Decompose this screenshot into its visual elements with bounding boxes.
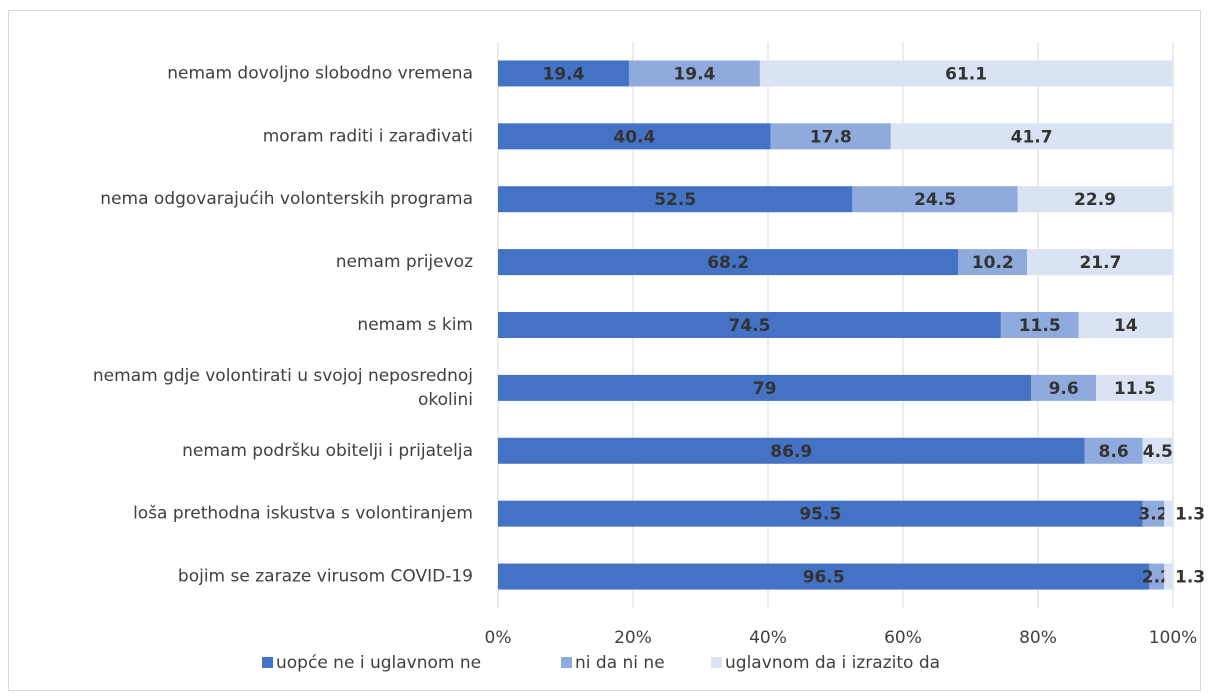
value-label: 10.2: [972, 253, 1014, 273]
category-label: bojim se zaraze virusom COVID-19: [178, 567, 473, 587]
legend-swatch: [262, 657, 273, 668]
bar-segment: [1084, 437, 1143, 464]
legend-swatch: [711, 657, 722, 668]
value-label: 8.6: [1099, 442, 1129, 462]
category-label: nemam gdje volontirati u svojoj neposred…: [93, 366, 473, 410]
category-label: nemam podršku obitelji i prijatelja: [182, 441, 473, 461]
bar-segment: [498, 249, 959, 276]
legend-label: uglavnom da i izrazito da: [725, 653, 940, 673]
bar-segment: [498, 123, 771, 150]
bar-segment: [498, 312, 1001, 338]
x-tick-label: 60%: [884, 628, 922, 648]
value-label: 96.5: [803, 568, 845, 588]
bar-segment: [1017, 186, 1173, 213]
value-label: 86.9: [770, 442, 812, 462]
category-label-line: nemam gdje volontirati u svojoj neposred…: [93, 366, 473, 386]
x-tick-label: 40%: [749, 628, 787, 648]
bar-segment: [958, 249, 1028, 276]
bar-segment: [1164, 563, 1173, 590]
category-label-line: okolini: [418, 390, 473, 410]
legend-label: uopće ne i uglavnom ne: [276, 653, 481, 673]
bar-segment: [1031, 374, 1097, 401]
legend-label: ni da ni ne: [575, 653, 665, 673]
bar-segment: [498, 186, 853, 213]
bar-segment: [1000, 312, 1079, 338]
value-label: 79: [753, 379, 777, 399]
x-tick-label: 80%: [1019, 628, 1057, 648]
value-label: 52.5: [654, 190, 696, 210]
value-label: 74.5: [728, 316, 770, 336]
value-label: 24.5: [914, 190, 956, 210]
value-label: 9.6: [1049, 379, 1079, 399]
category-label: moram raditi i zarađivati: [263, 126, 473, 146]
value-label: 95.5: [799, 505, 841, 525]
value-label: 11.5: [1019, 316, 1061, 336]
bar-segment: [498, 500, 1143, 527]
category-label: nemam dovoljno slobodno vremena: [167, 63, 473, 83]
category-label: nema odgovarajućih volonterskih programa: [100, 189, 473, 209]
bar-segment: [1164, 500, 1173, 527]
bar-segment: [498, 374, 1032, 401]
category-label: loša prethodna iskustva s volontiranjem: [133, 504, 473, 524]
bar-segment: [498, 437, 1085, 464]
bar-segment: [1142, 500, 1165, 527]
value-label: 1.3: [1175, 568, 1205, 588]
value-label: 21.7: [1079, 253, 1121, 273]
value-label: 41.7: [1011, 127, 1053, 147]
x-tick-label: 0%: [485, 628, 512, 648]
bar-segment: [628, 60, 760, 87]
legend-swatch: [561, 657, 572, 668]
value-label: 17.8: [810, 127, 852, 147]
value-label: 19.4: [673, 64, 715, 84]
bar-segment: [890, 123, 1173, 150]
bar-segment: [852, 186, 1018, 213]
value-label: 61.1: [945, 64, 987, 84]
bar-segment: [1149, 563, 1165, 590]
bar-segment: [1096, 374, 1174, 401]
value-label: 68.2: [707, 253, 749, 273]
bar-segment: [1142, 437, 1173, 464]
category-label: nemam s kim: [357, 315, 473, 335]
chart-frame: [8, 10, 1201, 691]
category-label: nemam prijevoz: [336, 252, 473, 272]
bar-segment: [498, 563, 1150, 590]
value-label: 22.9: [1074, 190, 1116, 210]
bar-segment: [759, 60, 1173, 87]
bar-segment: [498, 60, 629, 87]
x-tick-label: 20%: [614, 628, 652, 648]
bar-segment: [1078, 312, 1173, 338]
value-label: 19.4: [542, 64, 584, 84]
value-label: 14: [1114, 316, 1138, 336]
value-label: 4.5: [1143, 442, 1173, 462]
value-label: 1.3: [1175, 505, 1205, 525]
value-label: 11.5: [1114, 379, 1156, 399]
bar-segment: [770, 123, 891, 150]
bar-segment: [1027, 249, 1174, 276]
value-label: 40.4: [613, 127, 655, 147]
value-label: 3.2: [1138, 505, 1168, 525]
x-tick-label: 100%: [1149, 628, 1198, 648]
